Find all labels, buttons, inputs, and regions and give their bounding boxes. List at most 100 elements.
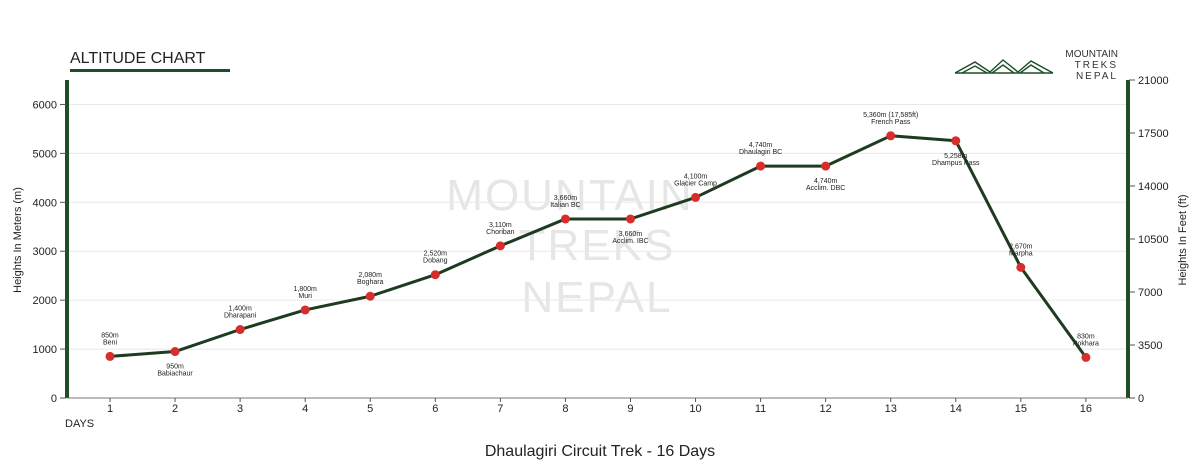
x-axis-label: DAYS	[65, 418, 94, 430]
point-label-altitude: 2,520m	[424, 251, 448, 258]
point-label-place: Boghara	[357, 279, 384, 286]
y-axis-ticks: 0 1000 2000 3000 4000 5000 6000	[33, 99, 66, 405]
title-underline	[70, 69, 230, 72]
y-tick-label: 2000	[33, 295, 57, 307]
y-tick-label: 3000	[33, 246, 57, 258]
right-axis-bar	[1126, 80, 1130, 398]
y-tick-label: 5000	[33, 148, 57, 160]
altitude-line	[109, 134, 1088, 359]
point-label-altitude: 3,110m	[489, 222, 512, 229]
y2-tick-label: 17500	[1138, 128, 1169, 140]
point-label-place: Dobang	[423, 258, 448, 265]
x-tick-label: 12	[820, 403, 832, 415]
altitude-series-line	[109, 134, 1088, 359]
data-point	[430, 270, 440, 280]
point-label-place: Pokhara	[1073, 340, 1099, 347]
x-tick-label: 2	[172, 403, 178, 415]
chart-subtitle: Dhaulagiri Circuit Trek - 16 Days	[485, 443, 715, 460]
point-label-altitude: 2,670m	[1009, 243, 1033, 250]
y-tick-label: 6000	[33, 99, 57, 111]
y-tick-label: 4000	[33, 197, 57, 209]
point-label-place: Glacier Camp	[674, 180, 717, 187]
x-tick-label: 11	[755, 403, 766, 415]
point-label-altitude: 850m	[101, 332, 119, 339]
x-tick-label: 4	[302, 403, 308, 415]
point-label-altitude: 950m	[166, 364, 184, 371]
x-tick-label: 7	[497, 403, 503, 415]
point-label-place: Choriban	[486, 229, 515, 236]
point-label-altitude: 4,740m	[749, 142, 773, 149]
x-tick-label: 3	[237, 403, 243, 415]
y2-tick-label: 10500	[1138, 234, 1169, 246]
x-tick-label: 1	[107, 403, 113, 415]
point-label-altitude: 3,660m	[554, 195, 578, 202]
data-point	[495, 241, 505, 251]
data-point	[1081, 352, 1091, 362]
x-axis-ticks: 1 2 3 4 5 6 7 8 9 10 11 12 13 14 15 16	[107, 398, 1092, 415]
mountain-logo-icon	[954, 59, 1054, 74]
point-label-altitude: 1,800m	[294, 286, 318, 293]
logo-text-nepal: NEPAL	[1076, 71, 1118, 82]
point-label-altitude: 3,660m	[619, 231, 643, 238]
data-point	[951, 136, 961, 146]
point-label-altitude: 4,740m	[814, 178, 838, 185]
data-point	[560, 214, 570, 224]
point-label-altitude: 830m	[1077, 333, 1095, 340]
point-label-place: Acclim. IBC	[612, 238, 648, 245]
point-label-place: Muri	[298, 293, 312, 300]
data-point	[235, 325, 245, 335]
data-point	[691, 192, 701, 202]
data-point	[756, 161, 766, 171]
x-tick-label: 6	[432, 403, 438, 415]
point-label-place: Beni	[103, 339, 117, 346]
x-tick-label: 14	[950, 403, 962, 415]
x-tick-label: 16	[1080, 403, 1092, 415]
data-point	[821, 161, 831, 171]
x-tick-label: 9	[627, 403, 633, 415]
point-label-place: Acclim. DBC	[806, 185, 845, 192]
data-point	[886, 131, 896, 141]
altitude-points	[105, 131, 1091, 362]
y2-tick-label: 0	[1138, 393, 1144, 405]
point-label-place: Italian BC	[550, 202, 580, 209]
point-label-place: Marpha	[1009, 250, 1033, 257]
chart-title: ALTITUDE CHART	[70, 50, 206, 67]
y-tick-label: 1000	[33, 344, 57, 356]
y2-axis-label: Heights In Feet (ft)	[1177, 194, 1189, 285]
x-tick-label: 15	[1015, 403, 1027, 415]
y-axis-label: Heights In Meters (m)	[12, 187, 24, 293]
y2-tick-label: 3500	[1138, 340, 1162, 352]
x-tick-label: 8	[562, 403, 568, 415]
point-label-place: Dhampus Pass	[932, 160, 980, 167]
point-label-place: Dhaulagiri BC	[739, 149, 782, 156]
point-label-altitude: 5,360m (17,585ft)	[863, 112, 918, 119]
data-point	[365, 291, 375, 301]
point-label-place: French Pass	[871, 119, 911, 126]
logo-text-mountain: MOUNTAIN	[1065, 49, 1118, 60]
point-label-altitude: 4,100m	[684, 173, 708, 180]
x-tick-label: 5	[367, 403, 373, 415]
data-point	[1016, 262, 1026, 272]
data-point	[625, 214, 635, 224]
data-point	[300, 305, 310, 315]
point-label-altitude: 5,258m	[944, 153, 968, 160]
point-label-altitude: 2,080m	[359, 272, 383, 279]
y2-tick-label: 21000	[1138, 75, 1169, 87]
x-tick-label: 13	[885, 403, 897, 415]
y2-tick-label: 14000	[1138, 181, 1169, 193]
x-tick-label: 10	[689, 403, 701, 415]
y2-axis-ticks: 0 3500 7000 10500 14000 17500 21000	[1129, 75, 1169, 405]
watermark-line-3: NEPAL	[521, 273, 672, 322]
data-point	[170, 347, 180, 357]
y-tick-label: 0	[51, 393, 57, 405]
point-label-place: Dharapani	[224, 313, 257, 320]
watermark: MOUNTAIN TREKS NEPAL	[446, 171, 691, 322]
gridlines	[68, 103, 1128, 350]
left-axis-bar	[65, 80, 69, 398]
y2-tick-label: 7000	[1138, 287, 1162, 299]
point-label-altitude: 1,400m	[228, 306, 252, 313]
logo-text-treks: TREKS	[1075, 60, 1118, 71]
point-label-place: Babiachaur	[157, 371, 193, 378]
data-point	[105, 351, 115, 361]
